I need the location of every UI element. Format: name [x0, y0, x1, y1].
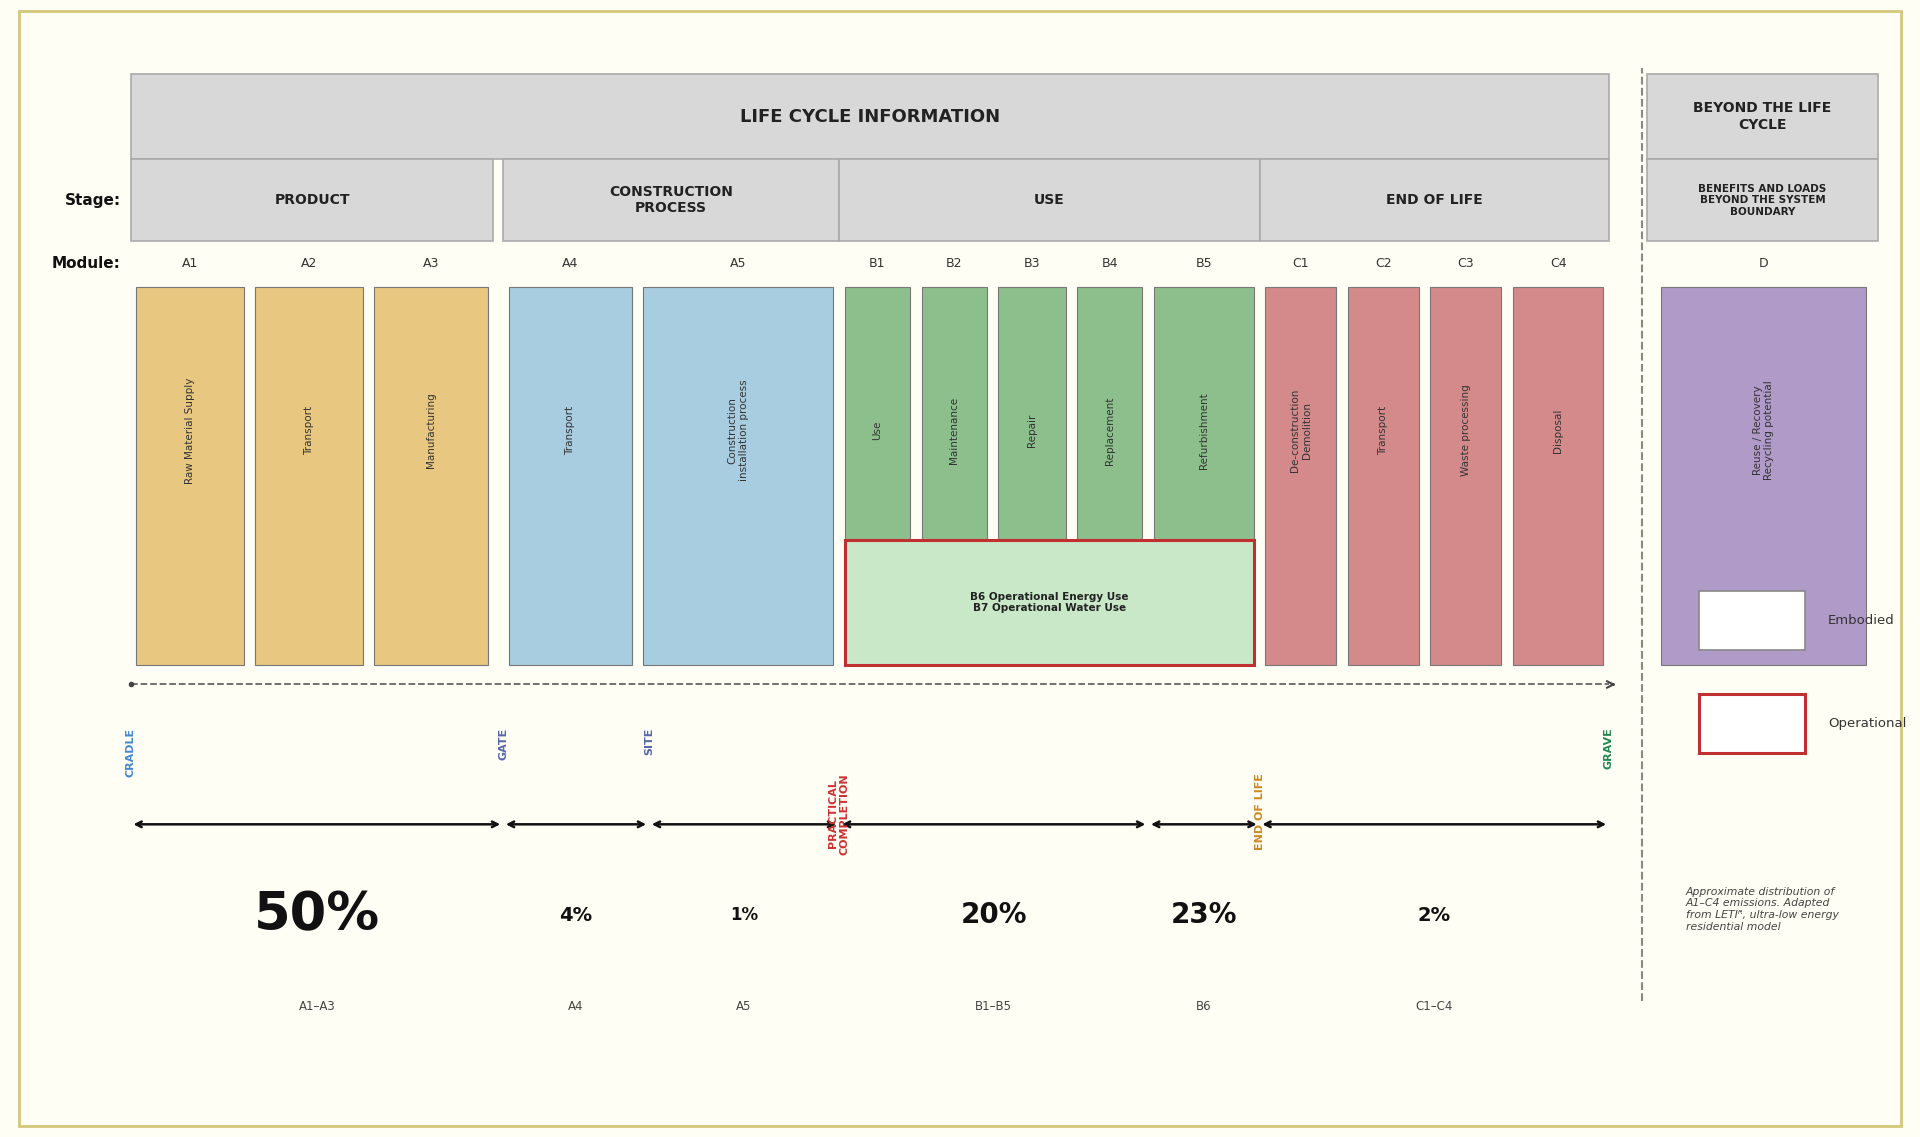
- FancyBboxPatch shape: [1647, 159, 1878, 241]
- Text: A4: A4: [568, 999, 584, 1013]
- FancyBboxPatch shape: [922, 287, 987, 665]
- Text: Replacement: Replacement: [1104, 396, 1116, 465]
- Text: B2: B2: [947, 257, 962, 271]
- Text: B1–B5: B1–B5: [975, 999, 1012, 1013]
- FancyBboxPatch shape: [374, 287, 488, 665]
- Text: A5: A5: [735, 999, 753, 1013]
- Text: 1%: 1%: [730, 906, 758, 924]
- Text: C4: C4: [1549, 257, 1567, 271]
- Text: Approximate distribution of
A1–C4 emissions. Adapted
from LETIᴿ, ultra-low energ: Approximate distribution of A1–C4 emissi…: [1686, 887, 1839, 931]
- FancyBboxPatch shape: [503, 159, 839, 241]
- Text: BEYOND THE LIFE
CYCLE: BEYOND THE LIFE CYCLE: [1693, 101, 1832, 132]
- Text: Maintenance: Maintenance: [948, 397, 960, 464]
- Text: Disposal: Disposal: [1553, 408, 1563, 453]
- Text: B1: B1: [870, 257, 885, 271]
- Text: Waste processing: Waste processing: [1461, 384, 1471, 476]
- FancyBboxPatch shape: [1077, 287, 1142, 665]
- Text: 20%: 20%: [960, 902, 1027, 929]
- Text: 2%: 2%: [1417, 906, 1452, 924]
- Text: De-construction
Demolition: De-construction Demolition: [1290, 389, 1311, 472]
- Text: Transport: Transport: [564, 406, 576, 455]
- Text: A3: A3: [422, 257, 440, 271]
- Text: Stage:: Stage:: [65, 192, 121, 208]
- Text: B6 Operational Energy Use
B7 Operational Water Use: B6 Operational Energy Use B7 Operational…: [970, 592, 1129, 614]
- FancyBboxPatch shape: [998, 287, 1066, 665]
- Text: A1–A3: A1–A3: [298, 999, 336, 1013]
- FancyBboxPatch shape: [1154, 287, 1254, 665]
- FancyBboxPatch shape: [1513, 287, 1603, 665]
- FancyBboxPatch shape: [643, 287, 833, 665]
- Text: PRACTICAL
COMPLETION: PRACTICAL COMPLETION: [828, 773, 851, 855]
- Text: Embodied: Embodied: [1828, 614, 1895, 628]
- Text: Transport: Transport: [303, 406, 315, 455]
- Text: END OF LIFE: END OF LIFE: [1254, 773, 1265, 850]
- Text: A1: A1: [182, 257, 198, 271]
- FancyBboxPatch shape: [839, 159, 1260, 241]
- FancyBboxPatch shape: [1647, 74, 1878, 159]
- Text: SITE: SITE: [643, 728, 655, 755]
- FancyBboxPatch shape: [255, 287, 363, 665]
- Text: C1: C1: [1292, 257, 1309, 271]
- FancyBboxPatch shape: [1699, 694, 1805, 753]
- Text: BENEFITS AND LOADS
BEYOND THE SYSTEM
BOUNDARY: BENEFITS AND LOADS BEYOND THE SYSTEM BOU…: [1699, 183, 1826, 217]
- FancyBboxPatch shape: [509, 287, 632, 665]
- FancyBboxPatch shape: [845, 287, 910, 665]
- FancyBboxPatch shape: [131, 74, 1609, 159]
- FancyBboxPatch shape: [131, 159, 493, 241]
- FancyBboxPatch shape: [136, 287, 244, 665]
- Text: C1–C4: C1–C4: [1415, 999, 1453, 1013]
- Text: PRODUCT: PRODUCT: [275, 193, 349, 207]
- Text: CRADLE: CRADLE: [125, 728, 136, 777]
- FancyBboxPatch shape: [845, 540, 1254, 665]
- Text: GATE: GATE: [497, 728, 509, 760]
- Text: GRAVE: GRAVE: [1603, 728, 1615, 770]
- Text: Use: Use: [872, 421, 883, 440]
- Text: Raw Material Supply: Raw Material Supply: [184, 377, 196, 483]
- FancyBboxPatch shape: [1260, 159, 1609, 241]
- Text: B3: B3: [1023, 257, 1041, 271]
- Text: B5: B5: [1196, 257, 1212, 271]
- Text: CONSTRUCTION
PROCESS: CONSTRUCTION PROCESS: [609, 185, 733, 215]
- Text: Reuse / Recovery
Recycling potential: Reuse / Recovery Recycling potential: [1753, 381, 1774, 480]
- Text: Transport: Transport: [1379, 406, 1388, 455]
- Text: Repair: Repair: [1027, 414, 1037, 447]
- Text: Refurbishment: Refurbishment: [1198, 392, 1210, 468]
- Text: 23%: 23%: [1171, 902, 1236, 929]
- Text: LIFE CYCLE INFORMATION: LIFE CYCLE INFORMATION: [739, 108, 1000, 125]
- Text: 50%: 50%: [253, 889, 380, 941]
- FancyBboxPatch shape: [1661, 287, 1866, 665]
- FancyBboxPatch shape: [1699, 591, 1805, 650]
- Text: D: D: [1759, 257, 1768, 271]
- Text: B6: B6: [1196, 999, 1212, 1013]
- Text: A4: A4: [563, 257, 578, 271]
- Text: B4: B4: [1102, 257, 1117, 271]
- Text: Construction
installation process: Construction installation process: [728, 380, 749, 481]
- FancyBboxPatch shape: [1348, 287, 1419, 665]
- Text: 4%: 4%: [559, 906, 593, 924]
- Text: END OF LIFE: END OF LIFE: [1386, 193, 1482, 207]
- Text: A5: A5: [730, 257, 747, 271]
- FancyBboxPatch shape: [1265, 287, 1336, 665]
- Text: Operational: Operational: [1828, 716, 1907, 730]
- Text: C3: C3: [1457, 257, 1475, 271]
- Text: Manufacturing: Manufacturing: [426, 392, 436, 468]
- FancyBboxPatch shape: [1430, 287, 1501, 665]
- Text: Module:: Module:: [52, 256, 121, 272]
- Text: A2: A2: [301, 257, 317, 271]
- Text: USE: USE: [1033, 193, 1066, 207]
- Text: C2: C2: [1375, 257, 1392, 271]
